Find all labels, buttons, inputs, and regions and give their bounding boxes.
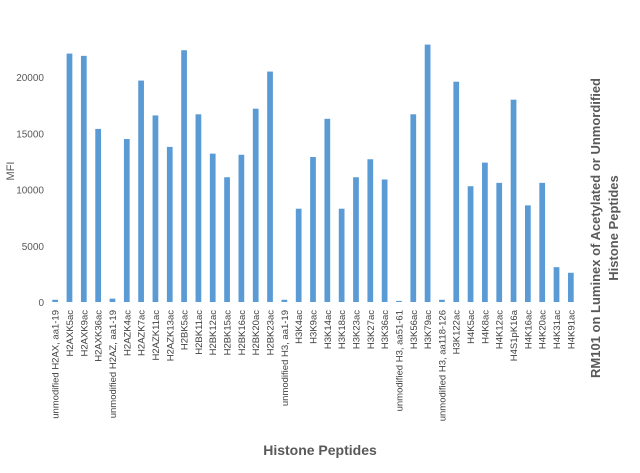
x-tick-label: H2BK15ac — [223, 310, 234, 356]
x-tick-label: H2AXK9ac — [79, 310, 90, 357]
bar — [224, 177, 230, 302]
x-tick-label: H2AZK11ac — [151, 310, 162, 361]
x-tick-label: H4K5ac — [466, 310, 477, 344]
bar — [152, 115, 159, 302]
bar — [525, 205, 531, 302]
x-tick-label: H2BK20ac — [251, 310, 262, 356]
x-tick-label: unmodified H3, aa118-126 — [437, 310, 448, 421]
bar — [510, 99, 517, 303]
bar — [367, 159, 374, 302]
x-tick-label: H2BK23ac — [266, 310, 277, 356]
x-tick-label: H3K79ac — [423, 310, 434, 349]
x-tick-label: H2AXK5ac — [65, 310, 76, 357]
x-tick-label: H3K14ac — [323, 310, 334, 349]
x-tick-label: H4K16ac — [523, 310, 534, 349]
bar — [281, 299, 288, 302]
bar — [496, 182, 503, 302]
bar — [396, 300, 402, 302]
x-tick-label: H3K4ac — [294, 310, 305, 344]
x-tick-label: H2BK12ac — [208, 310, 219, 356]
x-tick-label: H3K56ac — [409, 310, 420, 349]
bar — [166, 146, 173, 302]
bar — [195, 114, 202, 302]
bar — [181, 50, 187, 302]
bar — [95, 128, 101, 302]
x-tick-label: H2AZK7ac — [137, 310, 148, 356]
x-tick-label: H4K31ac — [552, 310, 563, 349]
x-axis-ticks: unmodified H2AX, aa1-19 H2AXK5ac H2AXK9ac H… — [51, 309, 578, 421]
x-tick-label: unmodified H3, aa1-19 — [280, 310, 291, 406]
side-title-line-2: Histone Peptides — [606, 175, 621, 280]
y-tick-label: 20000 — [16, 73, 44, 84]
x-tick-label: unmodified H2AX, aa1-19 — [51, 310, 62, 419]
bar — [252, 108, 259, 302]
bar — [467, 186, 474, 302]
y-axis-title: MFI — [5, 162, 17, 181]
bar — [80, 55, 87, 303]
bar — [424, 44, 431, 302]
bar — [338, 208, 345, 302]
x-tick-label: H2BK5ac — [180, 310, 191, 350]
y-tick-label: 5000 — [22, 242, 45, 253]
x-tick-label: H3K18ac — [337, 310, 348, 349]
x-tick-label: unmodified H3, aa51-61 — [394, 310, 405, 411]
x-tick-label: H2AXK36ac — [94, 310, 105, 362]
x-tick-label: H3K9ac — [309, 310, 320, 344]
bar — [295, 208, 302, 302]
x-tick-label: H2BK11ac — [194, 310, 205, 355]
bar — [410, 114, 417, 302]
bar — [553, 267, 560, 302]
x-tick-label: H2AZK13ac — [165, 310, 176, 361]
bar — [381, 179, 388, 302]
bar — [138, 80, 144, 302]
x-tick-label: H2AZK4ac — [122, 310, 133, 356]
x-tick-label: H3K122ac — [452, 310, 463, 355]
x-tick-label: H2BK16ac — [237, 310, 248, 356]
x-tick-label: H3K27ac — [366, 310, 377, 349]
y-tick-label: 0 — [38, 298, 44, 309]
x-axis-title: Histone Peptides — [263, 442, 377, 458]
x-tick-label: H4K20ac — [538, 310, 549, 349]
x-tick-label: H4K8ac — [480, 310, 491, 344]
bar — [353, 177, 359, 302]
bar — [567, 272, 574, 302]
bar — [52, 299, 59, 302]
bar — [267, 71, 273, 302]
bar — [539, 182, 546, 302]
bar — [482, 162, 488, 302]
y-tick-label: 15000 — [16, 129, 44, 140]
x-tick-label: H4K91ac — [566, 310, 577, 349]
x-tick-label: H3K36ac — [380, 310, 391, 349]
y-axis-ticks: 0 5000 10000 15000 20000 — [16, 73, 44, 309]
x-tick-label: H3K23ac — [351, 310, 362, 349]
bar — [453, 81, 460, 302]
bar — [66, 53, 73, 302]
bar-series — [52, 44, 574, 303]
bar — [209, 153, 216, 302]
bar — [109, 298, 116, 302]
y-tick-label: 10000 — [16, 186, 44, 197]
bar — [310, 157, 316, 302]
bar — [324, 118, 331, 302]
x-tick-label: H4K12ac — [495, 310, 506, 349]
x-tick-label: unmodified H2AZ, aa1-19 — [108, 310, 119, 418]
side-title-line-1: RM101 on Luminex of Acetylated or Unmord… — [588, 78, 603, 378]
bar — [123, 139, 130, 302]
x-tick-label: H4S1pK16a — [509, 309, 520, 361]
side-chart-title: RM101 on Luminex of Acetylated or Unmord… — [588, 78, 621, 378]
bar — [439, 299, 445, 302]
bar — [238, 154, 245, 302]
